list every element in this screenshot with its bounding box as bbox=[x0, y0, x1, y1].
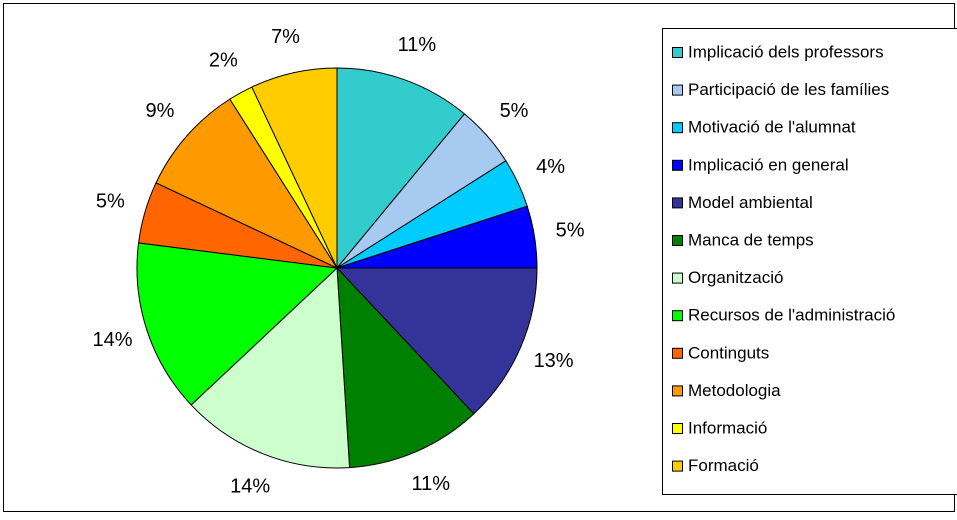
legend-label: Model ambiental bbox=[688, 193, 813, 212]
legend-swatch bbox=[673, 424, 683, 434]
legend-label: Implicació en general bbox=[688, 155, 849, 174]
legend-swatch bbox=[673, 48, 683, 58]
legend-label: Implicació dels professors bbox=[688, 42, 884, 61]
legend-swatch bbox=[673, 311, 683, 321]
slice-label: 13% bbox=[534, 350, 574, 372]
legend-swatch bbox=[673, 160, 683, 170]
legend-swatch bbox=[673, 273, 683, 283]
legend-label: Manca de temps bbox=[688, 230, 814, 249]
slice-label: 5% bbox=[500, 100, 529, 122]
legend-swatch bbox=[673, 386, 683, 396]
slice-label: 5% bbox=[96, 190, 125, 212]
legend-label: Formació bbox=[688, 456, 759, 475]
legend-swatch bbox=[673, 123, 683, 133]
legend-label: Recursos de l'administració bbox=[688, 306, 895, 325]
legend-label: Organització bbox=[688, 268, 783, 287]
legend-swatch bbox=[673, 198, 683, 208]
slice-label: 2% bbox=[209, 49, 238, 71]
legend-label: Continguts bbox=[688, 343, 769, 362]
slice-label: 14% bbox=[230, 476, 270, 498]
slice-label: 11% bbox=[411, 473, 450, 495]
slice-label: 9% bbox=[146, 100, 175, 122]
slice-label: 7% bbox=[271, 26, 300, 48]
legend-label: Participació de les famílies bbox=[688, 80, 889, 99]
legend-swatch bbox=[673, 85, 683, 95]
legend-label: Metodologia bbox=[688, 381, 781, 400]
legend-swatch bbox=[673, 461, 683, 471]
legend-swatch bbox=[673, 348, 683, 358]
slice-label: 14% bbox=[93, 329, 133, 351]
slice-label: 11% bbox=[398, 34, 437, 56]
legend-label: Motivació de l'alumnat bbox=[688, 118, 856, 137]
slice-label: 5% bbox=[556, 219, 585, 241]
legend-swatch bbox=[673, 236, 683, 246]
legend-label: Informació bbox=[688, 418, 767, 437]
slice-label: 4% bbox=[536, 156, 565, 178]
